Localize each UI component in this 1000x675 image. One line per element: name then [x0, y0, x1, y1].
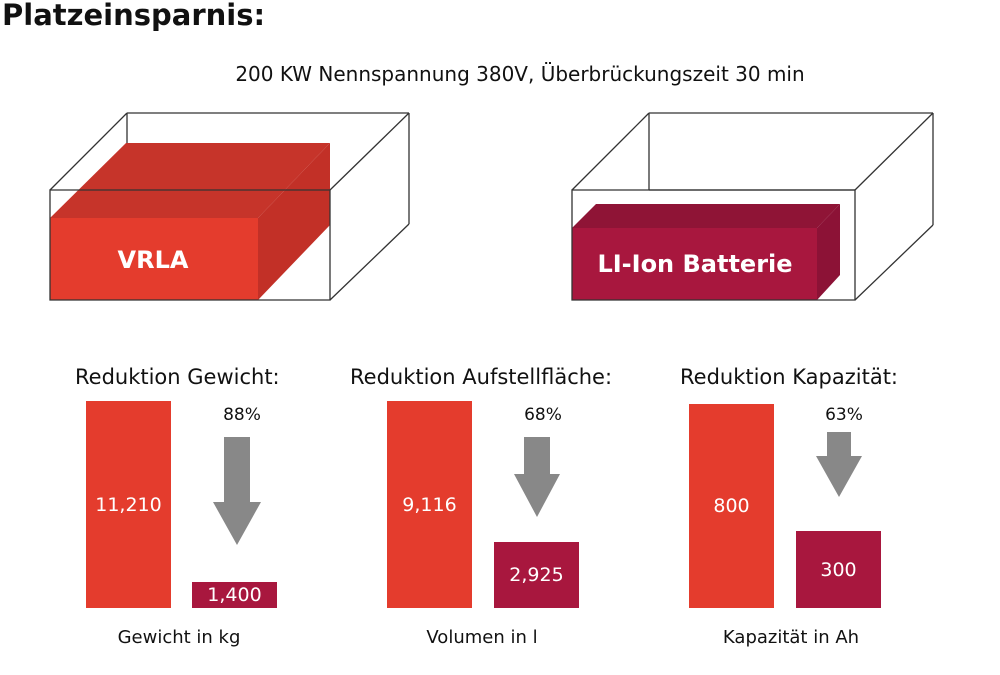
left-container-edge: [329, 223, 410, 301]
vrla-label: VRLA: [118, 246, 189, 274]
chart-title-capacity: Reduktion Kapazität:: [680, 365, 899, 389]
down-arrow-icon: [514, 437, 560, 517]
page-title: Platzeinsparnis:: [2, 0, 266, 32]
bar-value-label: 1,400: [207, 584, 262, 606]
bar-li-ion-0: 1,400: [192, 582, 277, 608]
bar-value-label: 800: [713, 495, 750, 517]
vrla-block-side: [258, 143, 330, 300]
bar-vrla-2: 800: [689, 404, 774, 608]
bar-li-ion-2: 300: [796, 531, 881, 608]
bar-vrla-0: 11,210: [86, 401, 171, 608]
li-ion-block-top: [572, 204, 840, 228]
reduction-percent-area: 68%: [524, 405, 562, 425]
li-ion-block-front: [572, 228, 817, 300]
reduction-percent-capacity: 63%: [825, 405, 863, 425]
axis-label-weight: Gewicht in kg: [117, 627, 241, 648]
bar-value-label: 2,925: [509, 564, 564, 586]
chart-title-area: Reduktion Aufstellfläche:: [350, 365, 613, 389]
bar-li-ion-1: 2,925: [494, 542, 579, 608]
bar-vrla-1: 9,116: [387, 401, 472, 608]
vrla-block-top: [50, 143, 330, 218]
li-ion-block-side: [817, 204, 840, 300]
li-ion-label: LI-Ion Batterie: [597, 250, 792, 278]
down-arrow-icon: [816, 432, 862, 497]
chart-title-weight: Reduktion Gewicht:: [75, 365, 280, 389]
bar-value-label: 11,210: [95, 493, 162, 516]
reduction-percent-weight: 88%: [223, 405, 261, 425]
bar-value-label: 9,116: [402, 493, 457, 516]
axis-label-volume: Volumen in l: [426, 627, 538, 648]
left-container-edge: [329, 112, 410, 191]
right-container-edge: [854, 112, 934, 191]
bar-value-label: 300: [820, 558, 857, 581]
down-arrow-icon: [213, 437, 261, 545]
right-container-edge: [854, 224, 934, 301]
left-container-edge: [49, 112, 128, 191]
axis-label-capacity: Kapazität in Ah: [722, 627, 860, 648]
box-illustration: VRLA LI-Ion Batterie: [49, 112, 934, 301]
subtitle: 200 KW Nennspannung 380V, Überbrückungsz…: [235, 62, 805, 86]
vrla-block-front: [50, 218, 258, 300]
right-container-edge: [571, 112, 650, 191]
